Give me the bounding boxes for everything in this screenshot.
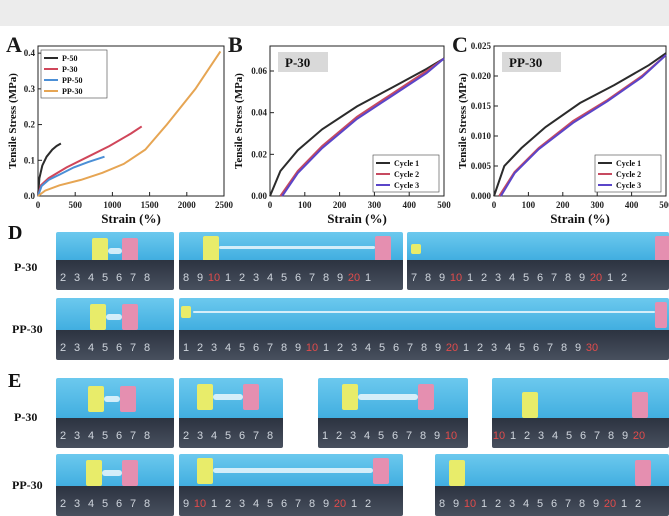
chart-b-series-cycle-2 (279, 57, 445, 197)
chart-a-ytick-label: 0.4 (24, 48, 36, 58)
chart-a-ytick-label: 0.0 (24, 191, 36, 201)
chart-b-legend-label: Cycle 3 (394, 181, 419, 190)
chart-b-xtick-label: 100 (298, 200, 312, 210)
top-band (0, 0, 669, 26)
chart-c-series-cycle-3 (500, 54, 667, 197)
chart-c-xtick-label: 100 (522, 200, 536, 210)
e-bottom-photo-3: 8 9 10 1 2 3 4 5 6 7 8 9 20 1 2 (435, 454, 669, 516)
chart-c-legend-label: Cycle 1 (616, 159, 641, 168)
chart-a-xtick-label: 2500 (215, 200, 234, 210)
chart-c-legend-label: Cycle 2 (616, 170, 641, 179)
d-top-photo-2: 8 9 10 1 2 3 4 5 6 7 8 9 20 1 (179, 232, 403, 290)
panel-e-letter: E (8, 370, 22, 392)
chart-b-ylabel: Tensile Stress (MPa) (233, 73, 245, 169)
chart-c-ytick-label: 0.005 (471, 161, 492, 171)
chart-a-series-pp-30 (37, 50, 222, 197)
chart-c-ylabel: Tensile Stress (MPa) (457, 73, 469, 169)
d-top-photo-3: 7 8 9 10 1 2 3 4 5 6 7 8 9 20 1 2 (407, 232, 669, 290)
chart-c-ytick-label: 0.010 (471, 131, 492, 141)
chart-a-xtick-label: 500 (68, 200, 82, 210)
chart-b-ytick-label: 0.04 (251, 108, 267, 118)
chart-a-legend-label: P-30 (62, 65, 78, 74)
chart-b-xtick-label: 300 (368, 200, 382, 210)
chart-b-legend-label: Cycle 1 (394, 159, 419, 168)
chart-a-ylabel: Tensile Stress (MPa) (7, 73, 19, 169)
e-top-photo-4: 10 1 2 3 4 5 6 7 8 9 20 (492, 378, 669, 448)
chart-c-xtick-label: 300 (590, 200, 604, 210)
chart-c-series-cycle-1 (493, 52, 667, 197)
charts-area: A B C 0 500 1000 1500 2000 25000.00.10.20.30.… (6, 32, 669, 226)
panel-c-letter: C (452, 32, 468, 57)
chart-c-xtick-label: 200 (556, 200, 570, 210)
chart-b-ytick-label: 0.02 (251, 149, 267, 159)
chart-c-ytick-label: 0.015 (471, 101, 492, 111)
chart-a-series-p-30 (37, 125, 143, 197)
chart-c-ytick-label: 0.025 (471, 41, 492, 51)
chart-a-legend-label: PP-30 (62, 87, 82, 96)
chart-c-legend-label: Cycle 3 (616, 181, 641, 190)
chart-b-legend-label: Cycle 2 (394, 170, 419, 179)
chart-a-xlabel: Strain (%) (101, 211, 161, 226)
chart-a-frame (37, 45, 225, 197)
chart-b-series-cycle-3 (281, 57, 445, 197)
chart-c-badge-label: PP-30 (509, 55, 542, 70)
chart-b-badge-label: P-30 (285, 55, 310, 70)
chart-a-ytick-label: 0.1 (24, 155, 36, 165)
chart-a-xtick-label: 2000 (178, 200, 197, 210)
chart-b-xtick-label: 400 (402, 200, 416, 210)
chart-a-series-pp-50 (37, 155, 105, 197)
chart-b-xtick-label: 200 (333, 200, 347, 210)
chart-c-badge-box (502, 52, 561, 72)
panel-a-letter: A (6, 32, 22, 57)
chart-b-xlabel: Strain (%) (327, 211, 387, 226)
e-bottom-row-label: PP-30 (12, 478, 43, 492)
figure: A B C 0 500 1000 1500 2000 2500 0.0 0.1 0.2 0.3 0.… (0, 26, 669, 516)
chart-a-series-p-50 (37, 142, 62, 197)
chart-a-legend-label: P-50 (62, 54, 78, 63)
chart-b-ytick-label: 0.00 (251, 191, 267, 201)
chart-c-xlabel: Strain (%) (550, 211, 610, 226)
chart-a-ytick-label: 0.3 (24, 84, 36, 94)
chart-c-frame (493, 45, 667, 197)
chart-c-ytick-label: 0.000 (471, 191, 492, 201)
d-bottom-row-label: PP-30 (12, 322, 43, 336)
chart-b-badge-box (278, 52, 328, 72)
chart-b-xtick-label: 500 (437, 200, 451, 210)
chart-b-ytick-label: 0.06 (251, 66, 267, 76)
e-bottom-photo-2: 9 10 1 2 3 4 5 6 7 8 9 20 1 2 (179, 454, 403, 516)
chart-a-xtick-label: 1500 (141, 200, 160, 210)
chart-c-xtick-label: 0 (492, 200, 497, 210)
chart-a-legend-label: PP-50 (62, 76, 82, 85)
e-top-photo-3: 1 2 3 4 5 6 7 8 9 10 (318, 378, 468, 448)
chart-c-xtick-label: 500 (659, 200, 669, 210)
chart-b-series-cycle-1 (269, 57, 445, 197)
chart-b-frame (269, 45, 445, 197)
chart-b-xtick-label: 0 (268, 200, 273, 210)
panel-b-letter: B (228, 32, 243, 57)
d-bottom-photo-2: 1 2 3 4 5 6 7 8 9 10 1 2 3 4 5 6 7 8 9 20 1 2 3 4 5 6 7 8 9 30 (179, 298, 669, 360)
d-top-row-label: P-30 (14, 260, 38, 274)
chart-a-xtick-label: 1000 (103, 200, 122, 210)
panel-d-letter: D (8, 222, 23, 244)
chart-a-xtick-label: 0 (36, 200, 41, 210)
chart-c-ytick-label: 0.020 (471, 71, 492, 81)
e-top-row-label: P-30 (14, 410, 38, 424)
chart-a-ytick-label: 0.2 (24, 120, 36, 130)
chart-c-xtick-label: 400 (625, 200, 639, 210)
